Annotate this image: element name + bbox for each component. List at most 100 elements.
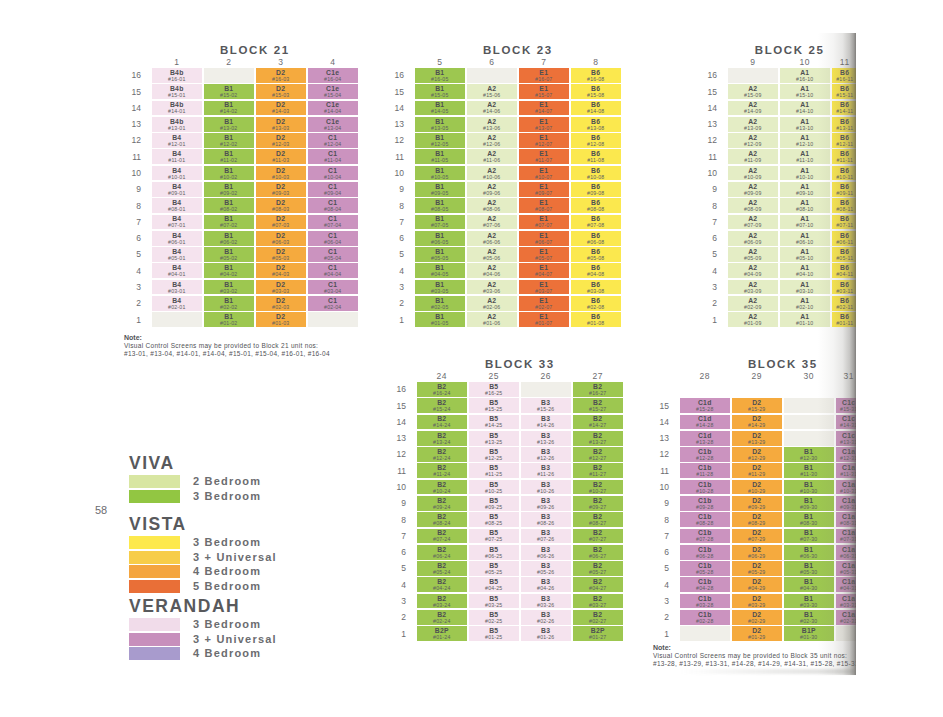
unit-number: #13-27 [589, 439, 606, 445]
unit-cell: C1#05-04 [308, 247, 358, 262]
floor-label: 3 [700, 280, 726, 295]
unit-type: A2 [487, 215, 496, 222]
floor-label: 7 [652, 529, 678, 544]
unit-cell: A2#03-09 [728, 280, 778, 295]
unit-cell: A2#15-06 [467, 84, 517, 99]
unit-type: B5 [489, 546, 498, 553]
unit-type: B1 [435, 118, 444, 125]
unit-number: #02-03 [272, 304, 289, 310]
unit-type: D2 [752, 497, 761, 504]
unit-number: #16-25 [485, 390, 502, 396]
unit-cell: C1e#15-04 [308, 84, 358, 99]
unit-type: A2 [748, 232, 757, 239]
unit-type: E1 [539, 85, 548, 92]
unit-cell: B1#13-05 [415, 117, 465, 132]
unit-number: #14-01 [168, 108, 185, 114]
unit-type: B1 [224, 297, 233, 304]
floor-label: 15 [700, 84, 726, 99]
unit-type: B6 [591, 232, 600, 239]
unit-number: #15-10 [796, 92, 813, 98]
unit-type: E1 [539, 134, 548, 141]
unit-type: D2 [752, 448, 761, 455]
unit-type: C1 [328, 297, 337, 304]
unit-type: D2 [276, 69, 285, 76]
unit-number: #02-01 [168, 304, 185, 310]
unit-type: C1b [698, 513, 712, 520]
unit-cell: B4#10-01 [152, 166, 202, 181]
unit-cell: B1#08-05 [415, 198, 465, 213]
floor-label: 13 [387, 117, 413, 132]
unit-type: C1e [326, 85, 339, 92]
unit-cell: B2P#01-24 [417, 626, 467, 641]
unit-type: B5 [489, 415, 498, 422]
unit-type: C1b [698, 497, 712, 504]
unit-type: B1 [435, 85, 444, 92]
unit-cell: C1b#03-28 [680, 594, 730, 609]
unit-cell: E1#09-07 [519, 182, 569, 197]
unit-type: B1 [435, 69, 444, 76]
floor-label: 15 [652, 398, 678, 413]
floor-label: 11 [389, 463, 415, 478]
unit-type: C1d [698, 399, 712, 406]
unit-cell: A2#11-06 [467, 149, 517, 164]
unit-type: B2 [437, 481, 446, 488]
unit-cell: B2#04-27 [573, 577, 623, 592]
unit-number: #03-09 [744, 288, 761, 294]
unit-number: #10-08 [587, 174, 604, 180]
unit-number: #06-06 [483, 239, 500, 245]
unit-number: #05-01 [168, 255, 185, 261]
unit-cell: B6#01-08 [571, 312, 621, 327]
unit-type: B4b [170, 118, 184, 125]
unit-type: D2 [276, 215, 285, 222]
unit-type: D2 [752, 562, 761, 569]
unit-type: B2 [593, 546, 602, 553]
unit-number: #11-29 [748, 471, 765, 477]
unit-type: D2 [276, 281, 285, 288]
unit-cell: B6#14-08 [571, 101, 621, 116]
legend-swatch [129, 490, 180, 503]
legend-label: 3 Bedroom [193, 618, 261, 631]
unit-cell: B5#09-25 [469, 496, 519, 511]
legend-title: VERANDAH [129, 598, 277, 614]
unit-type: B3 [541, 611, 550, 618]
unit-cell: B6#03-08 [571, 280, 621, 295]
floor-label: 9 [124, 182, 150, 197]
unit-cell: D2#06-03 [256, 231, 306, 246]
floor-label: 4 [389, 577, 415, 592]
unit-type: C1 [328, 199, 337, 206]
unit-type: B1 [435, 101, 444, 108]
unit-number: #10-07 [535, 174, 552, 180]
floor-label: 4 [652, 577, 678, 592]
unit-cell: B3#13-26 [521, 431, 571, 446]
unit-number: #15-02 [220, 92, 237, 98]
unit-type: B2 [437, 595, 446, 602]
unit-type: B3 [541, 562, 550, 569]
unit-number: #13-06 [483, 125, 500, 131]
unit-type: A1 [800, 232, 809, 239]
floor-label: 13 [700, 117, 726, 132]
unit-number: #09-30 [800, 504, 817, 510]
unit-cell: D2#10-03 [256, 166, 306, 181]
floor-label: 16 [387, 68, 413, 83]
unit-type: A2 [748, 297, 757, 304]
unit-type: D2 [752, 415, 761, 422]
unit-cell: D2#13-03 [256, 117, 306, 132]
unit-number: #11-27 [589, 471, 606, 477]
floor-label: 13 [652, 431, 678, 446]
column-number: 4 [308, 57, 358, 67]
unit-cell: E1#07-07 [519, 215, 569, 230]
unit-type: D2 [276, 199, 285, 206]
unit-number: #04-08 [587, 271, 604, 277]
unit-number: #03-10 [796, 288, 813, 294]
unit-cell: B6#06-08 [571, 231, 621, 246]
floor-label: 2 [124, 296, 150, 311]
column-number: 3 [256, 57, 306, 67]
unit-cell: D2#10-29 [732, 480, 782, 495]
floor-label: 11 [387, 149, 413, 164]
floor-label: 12 [652, 447, 678, 462]
unit-number: #04-03 [272, 271, 289, 277]
unit-type: C1e [326, 118, 339, 125]
unit-number: #03-02 [220, 288, 237, 294]
floor-label: 14 [389, 415, 415, 430]
unit-number: #15-28 [696, 406, 713, 412]
